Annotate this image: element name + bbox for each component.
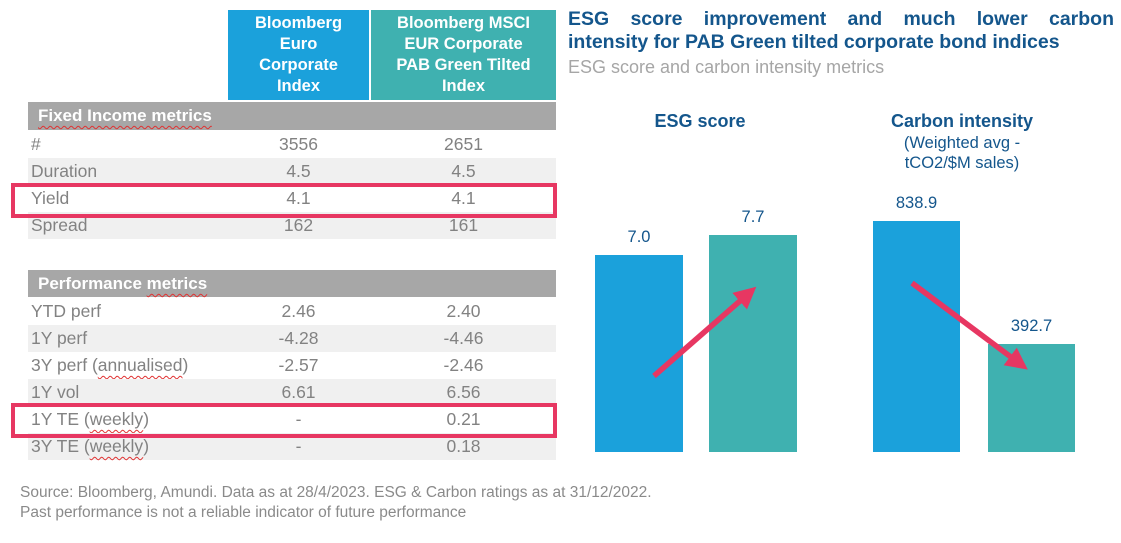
section-header-fixed-income: Fixed Income metrics <box>28 102 556 130</box>
title-line-1: ESG score improvement and much lower car… <box>568 8 1114 30</box>
section-header-performance: Performance metrics <box>28 270 556 297</box>
section-title: Performance metrics <box>38 274 208 293</box>
esg-bar-euro-corporate <box>595 255 683 452</box>
highlight-box-1y-te <box>11 403 557 438</box>
highlight-box-yield <box>11 183 557 218</box>
cell-value: - <box>295 436 302 456</box>
carbon-bar-pab-green <box>988 344 1075 452</box>
cell-value: 2.40 <box>446 301 481 321</box>
row-label: Spread <box>31 215 88 235</box>
source-line-1: Source: Bloomberg, Amundi. Data as at 28… <box>20 484 652 501</box>
cell-value: 4.1 <box>286 188 311 208</box>
cell-value: 0.21 <box>446 409 481 429</box>
cell-value: -4.28 <box>278 328 319 348</box>
table-row: 1Y perf -4.28 -4.46 <box>28 325 556 352</box>
esg-value-label: 7.7 <box>741 208 765 226</box>
carbon-chart-title-text: Carbon intensity <box>890 111 1033 131</box>
table-row: Duration 4.5 4.5 <box>28 158 556 185</box>
table-row: 1Y vol 6.61 6.56 <box>28 379 556 406</box>
cell-value: 4.5 <box>286 161 311 181</box>
row-label: 1Y vol <box>31 382 80 402</box>
cell-value: 4.1 <box>451 188 476 208</box>
source-line-2: Past performance is not a reliable indic… <box>20 503 467 521</box>
table-row: YTD perf 2.46 2.40 <box>28 298 556 325</box>
carbon-value-label: 838.9 <box>895 194 938 212</box>
row-label: 1Y TE (weekly) <box>31 409 150 429</box>
esg-chart-title: ESG score <box>654 111 746 131</box>
row-label: 3Y perf (annualised) <box>31 355 189 375</box>
page-subtitle: ESG score and carbon intensity metrics <box>568 57 885 77</box>
table-row-1y-te: 1Y TE (weekly) - 0.21 <box>28 406 556 433</box>
cell-value: 161 <box>448 215 479 235</box>
cell-value: 6.56 <box>446 382 481 402</box>
table-row-yield: Yield 4.1 4.1 <box>28 185 556 212</box>
row-label: 3Y TE (weekly) <box>31 436 150 456</box>
title-line-2: intensity for PAB Green tilted corporate… <box>568 31 1060 53</box>
table-row: 3Y perf (annualised) -2.57 -2.46 <box>28 352 556 379</box>
carbon-chart-title: Carbon intensity (Weighted avg - tCO2/$M… <box>862 111 1062 173</box>
row-label: YTD perf <box>31 301 102 321</box>
cell-value: -4.46 <box>443 328 484 348</box>
row-label: 1Y perf <box>31 328 88 348</box>
page-title: ESG score improvement and much lower car… <box>568 8 1114 54</box>
source-note: Source: Bloomberg, Amundi. Data as at 28… <box>20 483 820 522</box>
esg-bar-pab-green <box>709 235 797 452</box>
section-title: Fixed Income metrics <box>38 106 212 125</box>
cell-value: -2.57 <box>278 355 319 375</box>
cell-value: 2.46 <box>281 301 316 321</box>
cell-value: 162 <box>283 215 314 235</box>
row-label: Duration <box>31 161 98 181</box>
column-header-pab-green-tilted: Bloomberg MSCI EUR Corporate PAB Green T… <box>371 10 556 100</box>
row-label: Yield <box>31 188 70 208</box>
cell-value: 2651 <box>444 134 483 154</box>
cell-value: - <box>295 409 302 429</box>
column-header-euro-corporate: Bloomberg Euro Corporate Index <box>228 10 369 100</box>
cell-value: -2.46 <box>443 355 484 375</box>
cell-value: 4.5 <box>451 161 476 181</box>
cell-value: 3556 <box>279 134 318 154</box>
cell-value: 0.18 <box>446 436 481 456</box>
carbon-chart-subtitle: (Weighted avg - tCO2/$M sales) <box>903 134 1021 172</box>
table-row: # 3556 2651 <box>28 131 556 158</box>
row-label: # <box>31 134 41 154</box>
carbon-bar-euro-corporate <box>873 221 960 452</box>
cell-value: 6.61 <box>281 382 316 402</box>
esg-value-label: 7.0 <box>627 228 651 246</box>
carbon-value-label: 392.7 <box>1010 317 1053 335</box>
